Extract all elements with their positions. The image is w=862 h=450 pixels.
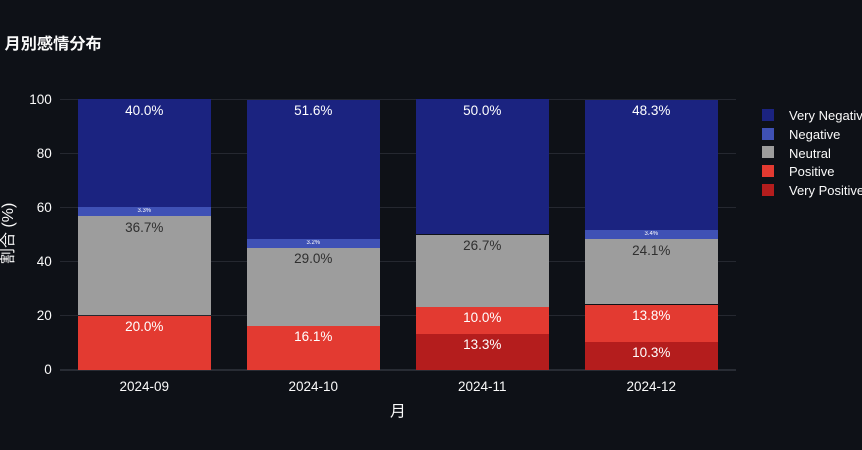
svg-text:(%): (%) [0,203,17,228]
